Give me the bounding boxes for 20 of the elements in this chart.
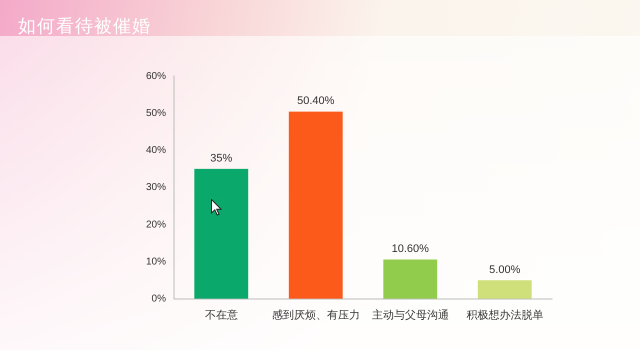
y-tick-label: 30% <box>146 182 166 194</box>
y-tick-label: 40% <box>146 145 166 156</box>
y-tick-label: 10% <box>146 256 166 268</box>
x-tick-label: 感到厌烦、有压力 <box>272 308 360 322</box>
y-tick-label: 20% <box>146 219 166 230</box>
bar <box>288 112 343 299</box>
data-label: 10.60% <box>392 242 430 255</box>
bar <box>478 280 532 299</box>
data-label: 35% <box>210 152 232 164</box>
chart-title: 如何看待被催婚 <box>18 15 151 38</box>
y-tick-label: 0% <box>152 294 166 305</box>
x-tick-label: 积极想办法脱单 <box>466 308 544 322</box>
x-tick-label: 主动与父母沟通 <box>372 308 449 322</box>
y-tick-label: 50% <box>146 108 166 119</box>
bar <box>383 259 438 299</box>
y-tick-label: 60% <box>146 70 166 82</box>
data-label: 50.40% <box>297 95 335 108</box>
data-label: 5.00% <box>489 264 521 276</box>
x-tick-label: 不在意 <box>204 308 238 322</box>
bar <box>194 168 248 299</box>
